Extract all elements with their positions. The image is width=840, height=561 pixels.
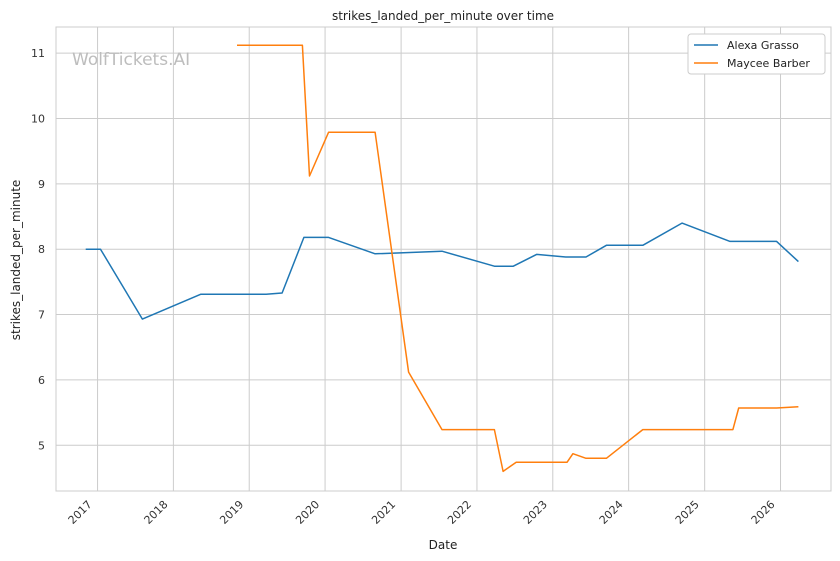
x-tick-label: 2023	[521, 498, 550, 527]
y-tick-label: 5	[38, 439, 45, 452]
series-group	[85, 44, 799, 473]
x-tick-label: 2020	[293, 498, 322, 527]
series-line-0	[85, 222, 799, 320]
y-tick-label: 9	[38, 178, 45, 191]
y-axis-ticks: 5 6 7 8 9 10 11	[31, 47, 45, 452]
x-tick-label: 2018	[142, 498, 171, 527]
x-axis-label: Date	[429, 538, 458, 552]
chart-title: strikes_landed_per_minute over time	[332, 9, 554, 23]
series-line-1	[237, 44, 799, 473]
y-tick-label: 11	[31, 47, 45, 60]
legend-box	[687, 33, 826, 75]
grid	[56, 27, 831, 491]
watermark: WolfTickets.AI	[72, 50, 190, 70]
plot-frame	[55, 26, 832, 492]
legend-label-1: Maycee Barber	[727, 57, 810, 70]
y-tick-label: 6	[38, 374, 45, 387]
x-tick-label: 2024	[597, 498, 626, 527]
y-tick-label: 10	[31, 112, 45, 125]
x-tick-label: 2021	[369, 498, 398, 527]
legend: Alexa Grasso Maycee Barber	[687, 33, 826, 75]
y-axis-label: strikes_landed_per_minute	[9, 180, 23, 341]
x-tick-label: 2019	[217, 498, 246, 527]
x-tick-label: 2022	[445, 498, 474, 527]
y-tick-label: 8	[38, 243, 45, 256]
y-tick-label: 7	[38, 309, 45, 322]
x-tick-label: 2017	[66, 498, 95, 527]
x-tick-label: 2025	[673, 498, 702, 527]
x-tick-label: 2026	[749, 498, 778, 527]
legend-label-0: Alexa Grasso	[727, 39, 799, 52]
x-axis-ticks: 2017 2018 2019 2020 2021 2022 2023 2024 2025 2026	[66, 498, 778, 527]
